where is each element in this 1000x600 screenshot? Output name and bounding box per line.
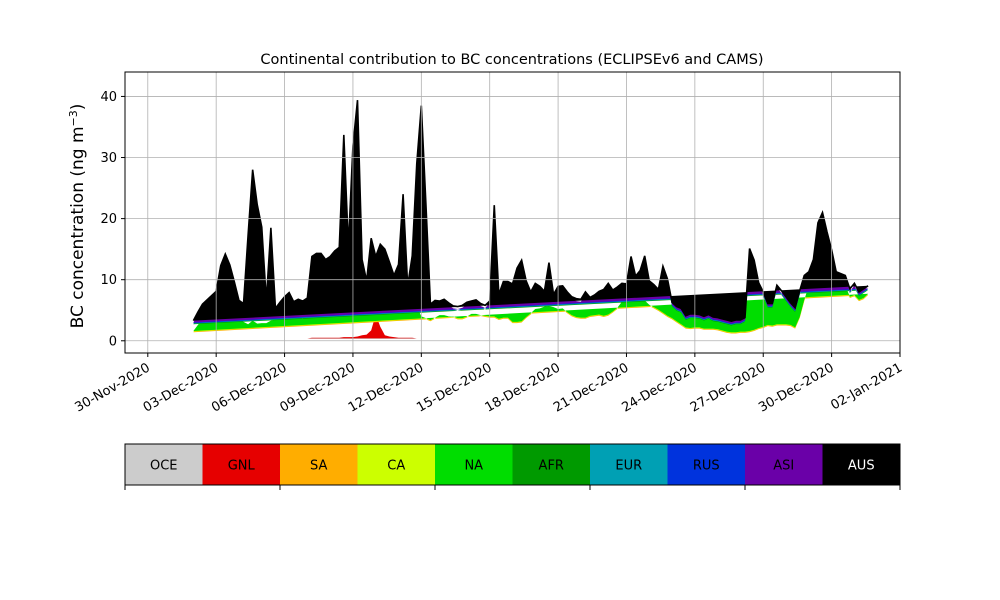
x-tick-label: 12-Dec-2020	[346, 360, 426, 415]
stacked-areas	[192, 100, 873, 339]
legend-frame	[124, 443, 901, 486]
legend-label-gnl: GNL	[228, 459, 256, 474]
y-axis-label-superscript: −3	[67, 110, 80, 126]
legend-swatch-asi	[745, 444, 823, 485]
legend-label-ca: CA	[387, 459, 405, 474]
plot-frame	[124, 71, 901, 354]
y-tick-label: 30	[100, 151, 117, 166]
y-axis-label-suffix: )	[68, 104, 88, 111]
x-tick-label: 30-Nov-2020	[73, 360, 153, 415]
legend-label-na: NA	[464, 459, 483, 474]
legend-label-oce: OCE	[150, 459, 178, 474]
y-axis-ticks: 0 10 20 30 40	[100, 90, 125, 349]
legend-swatch-rus	[667, 444, 746, 485]
legend-swatch-sa	[280, 444, 358, 485]
legend-swatch-na	[435, 444, 513, 485]
y-axis-label-main: BC concentration (ng m	[68, 126, 88, 328]
legend-label-asi: ASI	[773, 459, 794, 474]
legend: OCE GNL SA CA NA AFR EUR RUS ASI AUS	[124, 443, 901, 490]
x-tick-label: 27-Dec-2020	[688, 360, 768, 415]
x-tick-label: 30-Dec-2020	[756, 360, 836, 415]
y-tick-label: 20	[100, 212, 117, 227]
legend-swatch-afr	[512, 444, 591, 485]
y-axis-label: BC concentration (ng m−3)	[67, 104, 89, 329]
legend-label-afr: AFR	[539, 459, 564, 474]
chart-title: Continental contribution to BC concentra…	[260, 52, 763, 68]
legend-label-aus: AUS	[848, 459, 875, 474]
x-tick-label: 03-Dec-2020	[141, 360, 221, 415]
legend-label-rus: RUS	[693, 459, 720, 474]
y-tick-label: 40	[100, 90, 117, 105]
series-area-aus	[193, 100, 869, 322]
x-tick-label: 24-Dec-2020	[619, 360, 699, 415]
legend-label-sa: SA	[310, 459, 327, 474]
total-concentration-line	[192, 100, 869, 323]
y-tick-label: 0	[109, 334, 117, 349]
legend-swatch-gnl	[202, 444, 281, 485]
y-tick-label: 10	[100, 273, 117, 288]
legend-swatch-oce	[125, 444, 203, 485]
x-tick-label: 02-Jan-2021	[828, 360, 905, 413]
x-tick-label: 09-Dec-2020	[278, 360, 358, 415]
x-tick-label: 18-Dec-2020	[483, 360, 563, 415]
plot-area: 0 10 20 30 40 30-Nov-202003-Dec-202006-Dec-20…	[73, 71, 905, 416]
legend-swatch-eur	[590, 444, 668, 485]
x-axis-ticks: 30-Nov-202003-Dec-202006-Dec-202009-Dec-…	[73, 353, 905, 416]
x-tick-label: 06-Dec-2020	[209, 360, 289, 415]
legend-label-eur: EUR	[615, 459, 642, 474]
legend-swatch-ca	[357, 444, 436, 485]
x-tick-label: 15-Dec-2020	[414, 360, 494, 415]
x-tick-label: 21-Dec-2020	[551, 360, 631, 415]
legend-swatch-aus	[822, 444, 901, 485]
